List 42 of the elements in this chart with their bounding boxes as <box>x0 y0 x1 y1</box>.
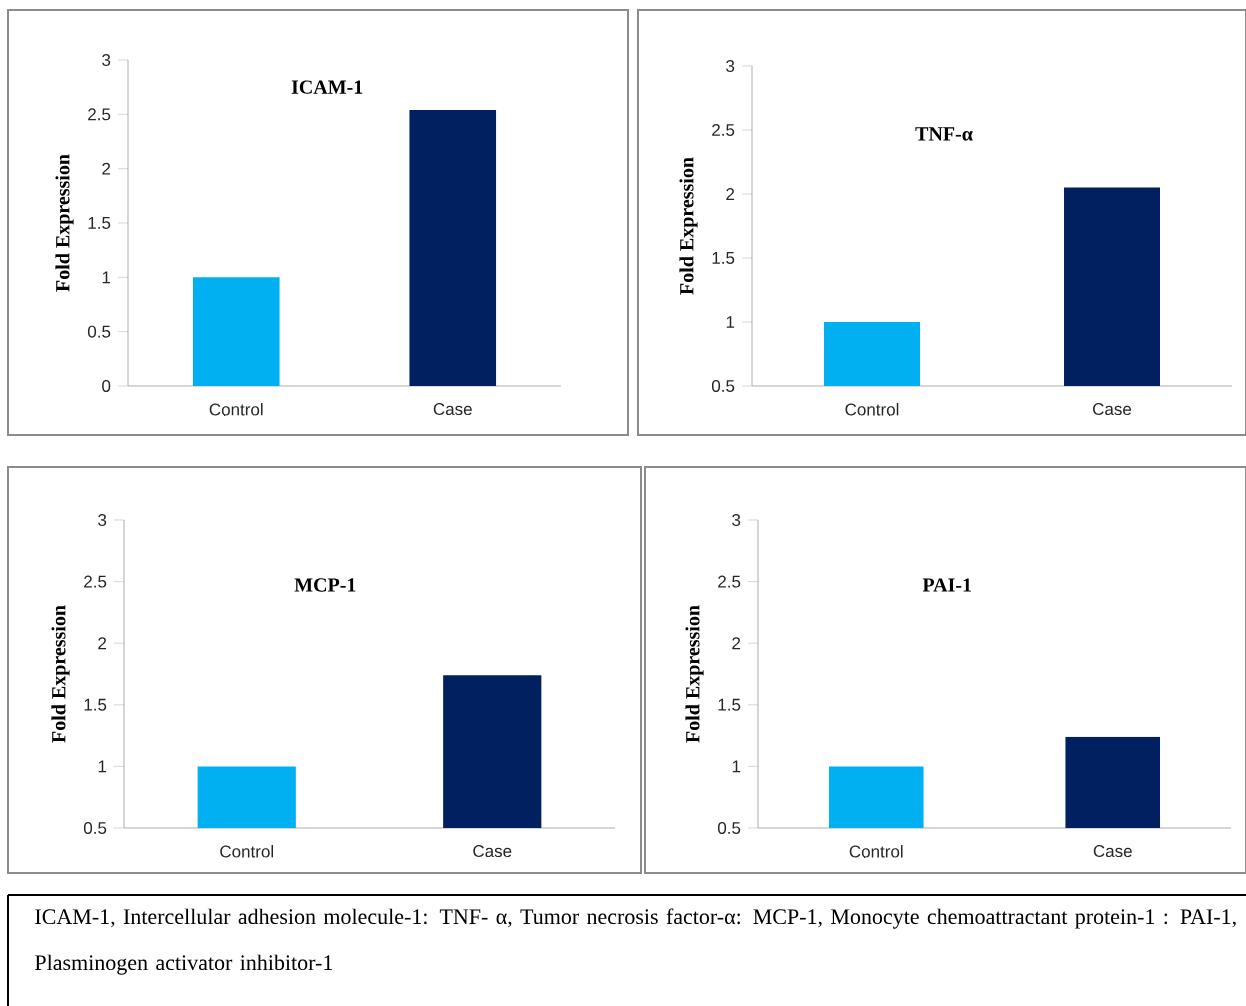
x-tick-label: Case <box>433 403 472 416</box>
y-tick-label: 1.5 <box>718 698 741 711</box>
y-tick-label: 0.5 <box>83 821 107 835</box>
text: TNF-α <box>915 127 973 141</box>
x-tick-label: Case <box>1093 403 1132 416</box>
y-tick-label: 1 <box>732 760 741 773</box>
y-tick-label: 1 <box>98 760 107 773</box>
y-tick-label: 2 <box>732 637 741 650</box>
text: PAI-1 <box>922 578 971 592</box>
y-tick-label: 3 <box>732 513 741 526</box>
x-tick-label: Case <box>1093 845 1132 858</box>
y-tick-label: 2.5 <box>712 123 735 136</box>
y-tick-label: 2.5 <box>88 108 111 121</box>
y-tick-label: 1 <box>102 271 111 284</box>
y-axis-title: Fold Expression <box>55 154 74 292</box>
y-tick-label: 2.5 <box>84 575 107 588</box>
y-tick-label: 2 <box>98 637 107 650</box>
x-tick-label: Control <box>845 403 899 416</box>
y-tick-label: 1 <box>726 316 735 328</box>
y-tick-label: 0 <box>102 379 111 392</box>
y-tick-label: 2 <box>102 162 111 175</box>
text: ICAM-1, Intercellular adhesion molecule-1: TNF- α, Tumor necrosis factor-α: MCP-1, Monocyte chemoattractant protein-1 : PAI-1, Plasminogen activator inhibitor-1 <box>35 908 1236 975</box>
x-tick-label: Control <box>849 845 903 858</box>
y-tick-label: 3 <box>726 59 735 72</box>
y-tick-label: 0.5 <box>87 325 111 338</box>
x-tick-label: Control <box>209 403 263 416</box>
y-tick-label: 0.5 <box>717 821 741 835</box>
y-tick-label: 1.5 <box>84 698 107 711</box>
y-axis-title: Fold Expression <box>679 157 698 295</box>
y-tick-label: 1.5 <box>88 217 111 229</box>
y-tick-label: 3 <box>98 513 107 526</box>
y-tick-label: 3 <box>102 53 111 66</box>
y-tick-label: 2 <box>726 188 735 200</box>
text: MCP-1 <box>294 578 356 592</box>
text: ICAM-1 <box>291 80 363 94</box>
y-tick-label: 0.5 <box>711 379 735 392</box>
x-tick-label: Control <box>220 845 273 858</box>
x-tick-label: Case <box>473 845 512 858</box>
y-axis-title: Fold Expression <box>51 605 70 743</box>
y-tick-label: 1.5 <box>712 252 735 264</box>
y-axis-title: Fold Expression <box>685 605 704 743</box>
y-tick-label: 2.5 <box>718 575 741 588</box>
